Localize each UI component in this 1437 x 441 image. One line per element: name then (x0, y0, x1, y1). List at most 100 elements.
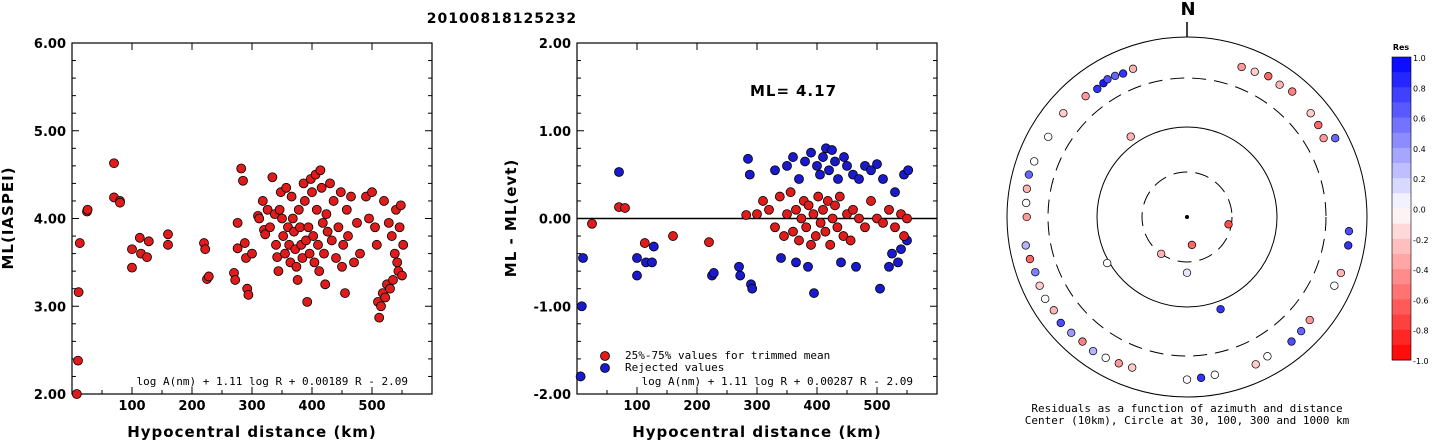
residual-point (1237, 62, 1246, 72)
rejected-point (770, 165, 780, 176)
data-point (243, 289, 254, 300)
x-tick-label: 500 (358, 399, 385, 414)
data-point (262, 204, 273, 215)
residual-point (1297, 327, 1306, 336)
rejected-point (578, 253, 588, 263)
caption-line-2: Center (10km), Circle at 30, 100, 300 an… (1025, 414, 1350, 427)
colorbar-tick-label: -0.8 (1413, 327, 1429, 336)
rejected-point (833, 174, 843, 184)
residual-point (1330, 281, 1339, 290)
residual-point (1031, 268, 1040, 277)
trimmed-point (704, 237, 714, 248)
data-points (1021, 62, 1354, 384)
residual-point (1182, 268, 1192, 277)
trimmed-point (801, 222, 812, 233)
rejected-point (830, 156, 840, 167)
colorbar-tick-label: -0.4 (1413, 266, 1429, 275)
residual-point (1306, 109, 1315, 118)
rejected-point (842, 160, 852, 171)
data-point (303, 222, 314, 233)
colorbar-cell (1392, 87, 1411, 103)
colorbar-tick-label: 1.0 (1413, 54, 1426, 63)
trimmed-point (806, 239, 816, 250)
residual-point (1250, 67, 1259, 76)
x-tick-label: 500 (863, 399, 890, 414)
x-tick-label: 200 (683, 399, 710, 414)
north-label: N (1180, 0, 1195, 20)
data-point (297, 253, 308, 263)
data-point (236, 163, 247, 174)
data-point (134, 232, 145, 243)
trimmed-point (878, 217, 888, 228)
colorbar-cell (1392, 163, 1411, 179)
colorbar-title: Res (1393, 43, 1410, 52)
data-point (364, 213, 374, 224)
colorbar-cell (1392, 178, 1411, 194)
trimmed-point (899, 231, 909, 241)
panel-residual-vs-distance: 100 200 300 400 500 -2.00 -1.00 0.00 1.00 2.00 ML… (502, 37, 938, 441)
data-point (333, 222, 344, 233)
y-tick-label: 2.00 (539, 37, 571, 52)
data-point (73, 355, 83, 366)
residual-point (1088, 346, 1098, 356)
residual-point (1022, 184, 1032, 193)
colorbar-tick-label: 0.8 (1413, 84, 1426, 93)
data-point (331, 253, 341, 263)
colorbar-tick-label: 0.0 (1413, 206, 1426, 215)
colorbar-cell (1392, 147, 1411, 164)
colorbar-cells (1391, 56, 1412, 361)
rejected-point (614, 167, 624, 177)
residual-point (1224, 220, 1233, 229)
x-tick-label: 400 (298, 399, 325, 414)
residual-point (1025, 254, 1035, 264)
trimmed-point (838, 231, 849, 241)
residual-point (1035, 281, 1044, 290)
residual-point (1187, 240, 1197, 250)
colorbar-tick-label: 0.6 (1413, 115, 1426, 124)
rejected-point (743, 153, 753, 164)
caption-line-1: Residuals as a function of azimuth and d… (1031, 402, 1342, 415)
rejected-point (806, 147, 816, 158)
data-point (277, 213, 287, 224)
residual-point (1216, 305, 1225, 314)
trimmed-point (825, 239, 836, 250)
data-point (292, 275, 303, 285)
data-point (142, 252, 152, 263)
trimmed-point (794, 235, 804, 246)
rejected-point (815, 169, 825, 180)
data-point (74, 238, 85, 248)
residual-point (1287, 337, 1296, 346)
legend-label-trimmed: 25%-75% values for trimmed mean (625, 349, 830, 362)
data-point (338, 239, 349, 250)
data-point (328, 196, 339, 206)
residual-point (1336, 268, 1345, 278)
rejected-point (875, 283, 885, 294)
data-point (71, 389, 82, 399)
trimmed-point (810, 231, 821, 241)
residual-point (1056, 318, 1065, 328)
data-points (575, 143, 914, 382)
residual-point (1128, 64, 1138, 73)
colorbar-tick-label: -0.6 (1413, 296, 1429, 305)
data-point (203, 271, 214, 282)
data-point (273, 266, 284, 277)
residual-point (1021, 241, 1030, 250)
data-point (397, 270, 407, 281)
data-point (383, 217, 394, 228)
rejected-point (791, 257, 801, 268)
residual-point (1114, 359, 1123, 368)
rejected-point (776, 253, 786, 263)
data-point (311, 204, 322, 215)
rejected-point (744, 169, 755, 180)
trimmed-point (741, 210, 752, 220)
data-point (281, 182, 292, 193)
data-point (302, 296, 313, 307)
residual-point (1059, 109, 1068, 118)
data-point (385, 283, 395, 294)
colorbar-cell (1392, 269, 1411, 285)
colorbar-tick-label: 0.4 (1413, 145, 1426, 154)
colorbar-frame (1391, 56, 1412, 361)
residual-point (1067, 328, 1076, 337)
colorbar-cell (1392, 193, 1411, 209)
x-tick-label: 100 (623, 399, 650, 414)
